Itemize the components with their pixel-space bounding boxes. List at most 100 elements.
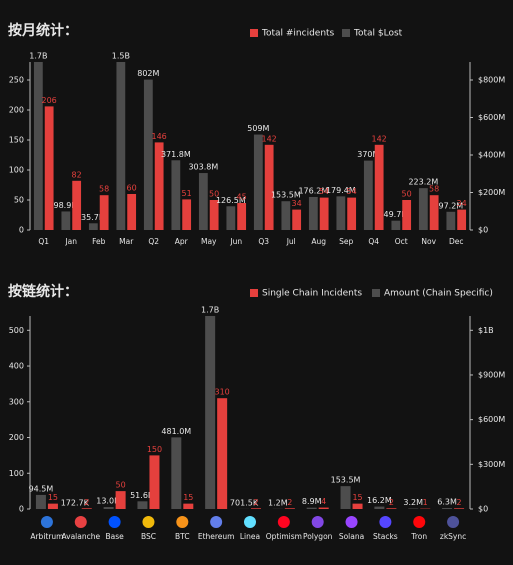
data-label: 370M	[357, 150, 379, 159]
chain-icon	[447, 516, 460, 528]
bar	[374, 144, 384, 230]
data-label: 310	[215, 388, 230, 397]
data-label: 82	[72, 170, 82, 179]
bar	[281, 201, 291, 230]
data-label: 49.7M	[383, 210, 408, 219]
x-tick-label: Polygon	[303, 532, 333, 541]
bar	[429, 195, 439, 230]
data-label: 146	[152, 132, 167, 141]
x-tick-label: Jun	[229, 237, 242, 246]
chain-icon	[210, 516, 223, 528]
data-label: 58	[429, 185, 439, 194]
bar	[81, 508, 92, 509]
data-label: 701.5K	[230, 498, 259, 507]
bar	[205, 316, 216, 509]
data-label: 2	[84, 498, 89, 507]
bar	[127, 194, 137, 230]
bar	[103, 507, 114, 509]
bar	[209, 200, 219, 230]
bar	[363, 160, 373, 230]
chain-icon	[244, 516, 256, 528]
bar	[61, 211, 71, 230]
bar	[99, 195, 109, 230]
y-tick-label: 0	[19, 226, 24, 235]
x-tick-label: Optimism	[266, 532, 302, 541]
y-tick-label: 250	[9, 76, 24, 85]
x-tick-label: May	[201, 237, 217, 246]
x-tick-label: Q2	[148, 237, 159, 246]
data-label: 1.2M	[268, 498, 288, 507]
data-label: 802M	[137, 69, 159, 78]
bar	[454, 508, 465, 509]
data-label: 15	[48, 493, 58, 502]
chain-icon	[345, 516, 358, 528]
x-tick-label: Tron	[410, 532, 427, 541]
chain-icon	[379, 516, 392, 528]
chain-icon	[176, 516, 189, 528]
y-tick-label: 400	[9, 362, 24, 371]
data-label: 35.7M	[81, 213, 106, 222]
chain-icon	[74, 516, 87, 528]
data-label: 54	[319, 187, 329, 196]
bar	[88, 223, 98, 230]
bar	[143, 79, 153, 230]
bar	[217, 398, 228, 509]
legend-swatch	[250, 29, 258, 37]
bar	[237, 203, 247, 230]
data-label: 6.3M	[437, 498, 457, 507]
x-tick-label: zkSync	[440, 532, 466, 541]
y2-tick-label: $200M	[478, 188, 505, 197]
bar	[137, 501, 148, 509]
x-tick-label: Aug	[311, 237, 326, 246]
bar	[251, 508, 261, 509]
y-tick-label: 100	[9, 166, 24, 175]
data-label: 481.0M	[161, 427, 191, 436]
chain-icon	[40, 516, 53, 528]
bar	[183, 503, 194, 509]
data-label: 51	[182, 189, 192, 198]
bar	[352, 503, 363, 509]
x-tick-label: BTC	[175, 532, 190, 541]
data-label: 223.2M	[408, 178, 438, 187]
x-tick-label: Stacks	[373, 532, 398, 541]
data-label: 15	[183, 493, 193, 502]
x-tick-label: Q4	[368, 237, 379, 246]
x-tick-label: Q1	[38, 237, 49, 246]
bar	[264, 144, 274, 230]
data-label: 509M	[247, 124, 269, 133]
bar	[340, 486, 351, 509]
bar	[226, 206, 236, 230]
x-tick-label: Dec	[449, 237, 464, 246]
chain-icon	[277, 516, 290, 528]
x-tick-label: Oct	[395, 237, 408, 246]
data-label: 45	[237, 193, 247, 202]
bar	[347, 197, 357, 230]
data-label: 60	[127, 184, 137, 193]
bar	[182, 199, 192, 230]
bar	[253, 134, 263, 230]
data-label: 50	[116, 481, 126, 490]
data-label: 2	[287, 498, 292, 507]
bar	[418, 188, 428, 230]
y2-tick-label: $0	[478, 505, 488, 514]
x-tick-label: Ethereum	[198, 532, 235, 541]
data-label: 126.5M	[216, 196, 246, 205]
x-tick-label: Arbitrum	[30, 532, 63, 541]
data-label: 172.7K	[61, 498, 90, 507]
data-label: 303.8M	[188, 163, 218, 172]
y-tick-label: 50	[14, 196, 24, 205]
bar	[116, 62, 126, 230]
legend-swatch	[372, 289, 380, 297]
data-label: 142	[262, 134, 277, 143]
legend-label: Single Chain Incidents	[262, 289, 362, 299]
legend-label: Total #incidents	[261, 29, 335, 39]
x-tick-label: BSC	[141, 532, 156, 541]
bar	[115, 491, 126, 509]
data-label: 1.5B	[112, 52, 130, 61]
chart-title: 按月统计：	[8, 22, 78, 39]
data-label: 34	[457, 199, 467, 208]
x-tick-label: Base	[105, 532, 124, 541]
bar	[72, 180, 82, 230]
